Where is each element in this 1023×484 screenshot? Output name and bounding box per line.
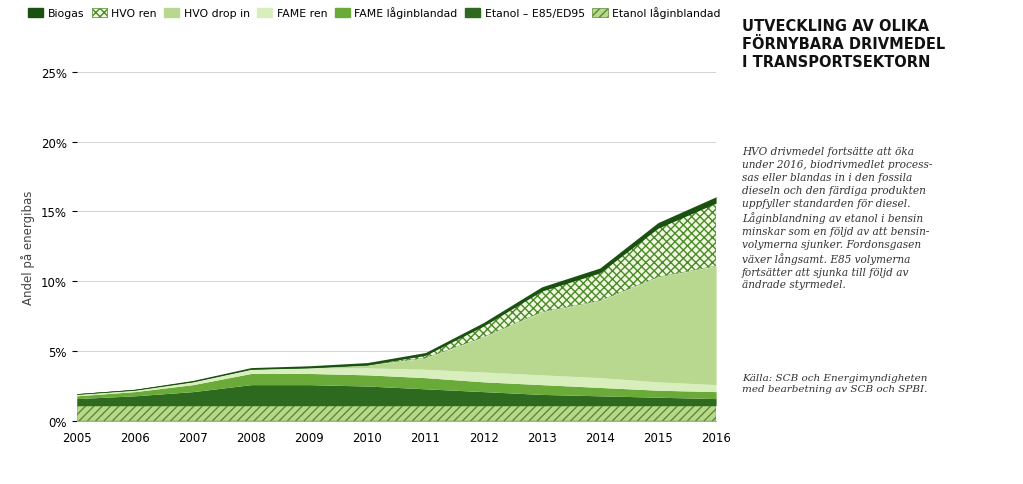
Legend: Biogas, HVO ren, HVO drop in, FAME ren, FAME låginblandad, Etanol – E85/ED95, Et: Biogas, HVO ren, HVO drop in, FAME ren, …: [26, 5, 722, 22]
Text: HVO drivmedel fortsätte att öka
under 2016, biodrivmedlet process-
sas eller bla: HVO drivmedel fortsätte att öka under 20…: [742, 147, 932, 290]
Text: UTVECKLING AV OLIKA
FÖRNYBARA DRIVMEDEL
I TRANSPORTSEKTORN: UTVECKLING AV OLIKA FÖRNYBARA DRIVMEDEL …: [742, 19, 945, 70]
Text: Källa: SCB och Energimyndigheten
med bearbetning av SCB och SPBI.: Källa: SCB och Energimyndigheten med bea…: [742, 373, 927, 393]
Y-axis label: Andel på energibas: Andel på energibas: [21, 190, 36, 304]
